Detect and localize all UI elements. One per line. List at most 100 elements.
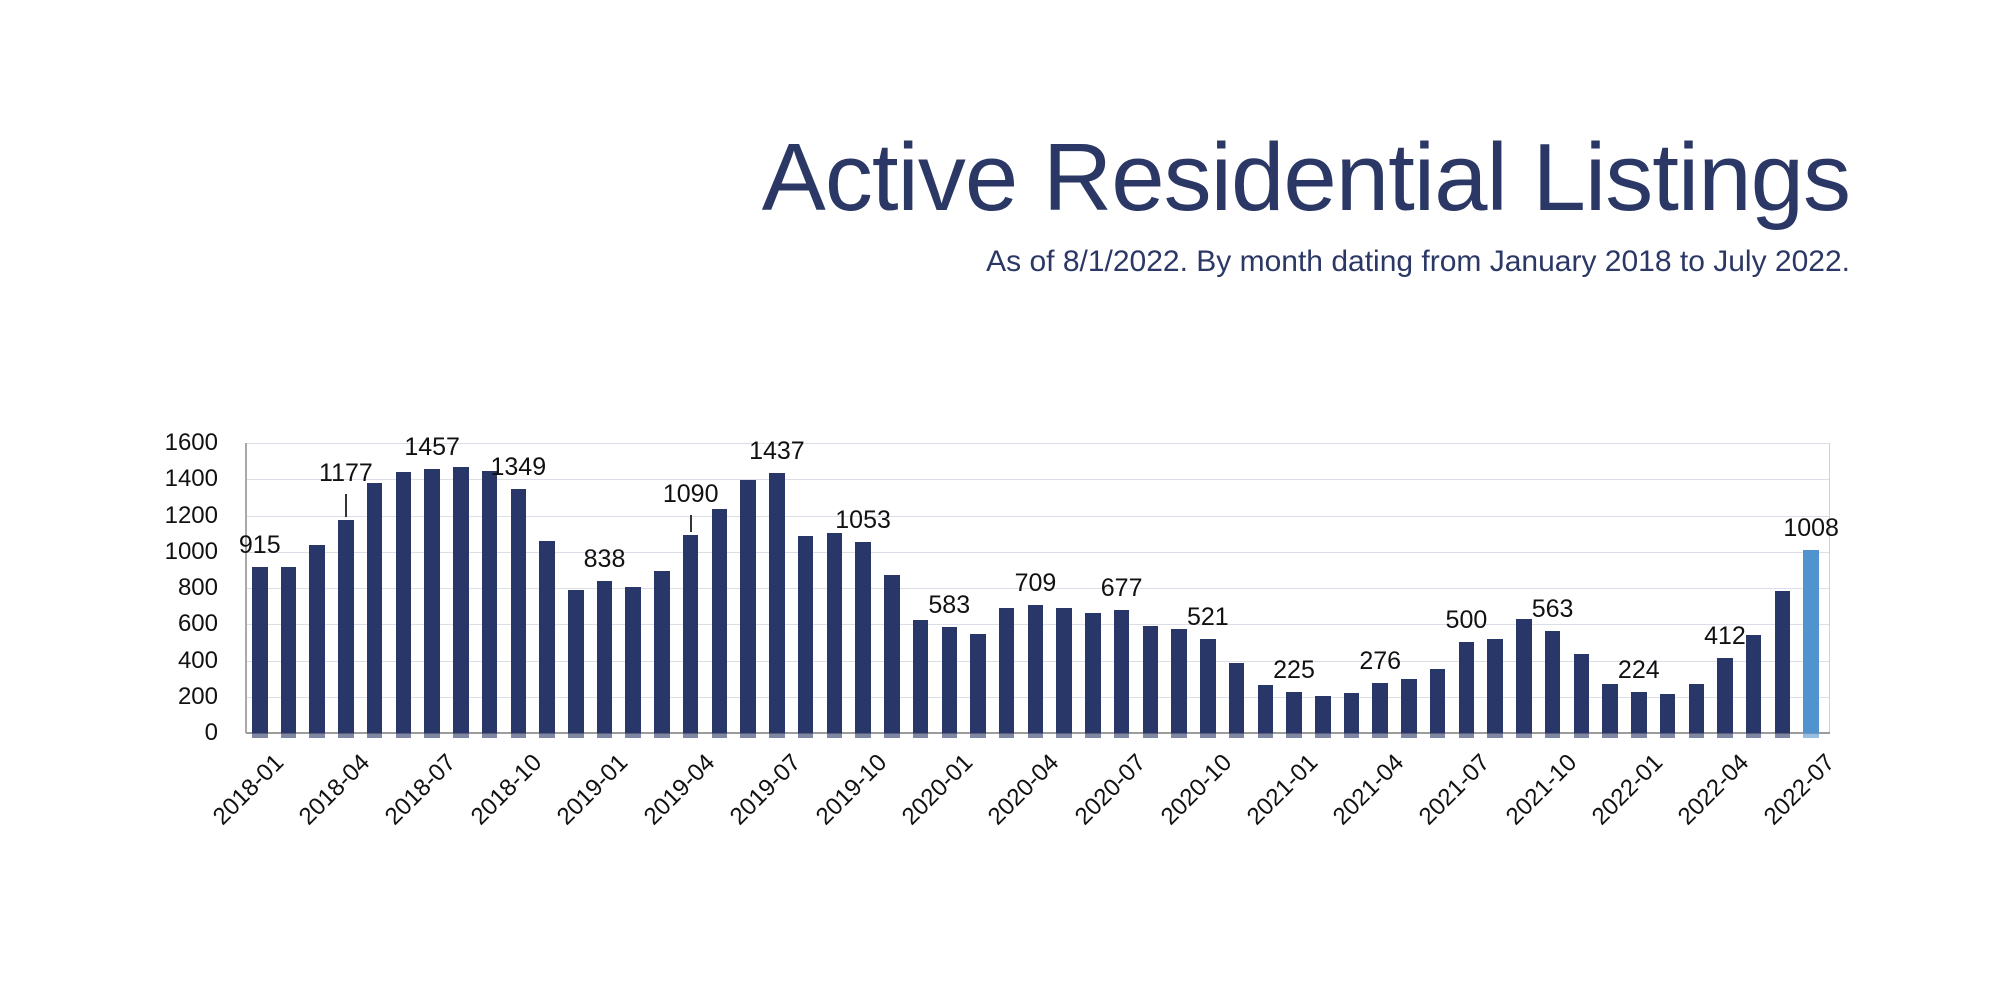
bar-2018-09 <box>481 470 498 738</box>
x-axis-label: 2018-10 <box>466 749 548 831</box>
bar-baseline-stub <box>654 733 670 738</box>
y-axis-label: 600 <box>177 610 218 638</box>
bar-baseline-stub <box>1458 733 1475 738</box>
gridline <box>246 515 1830 517</box>
bar-2021-12 <box>1602 683 1618 738</box>
bar-baseline-stub <box>1429 733 1446 738</box>
plot-border-left <box>245 443 247 733</box>
bar-2022-04 <box>1717 658 1733 738</box>
bar-baseline-stub <box>1372 733 1388 738</box>
bar-2020-05 <box>1056 607 1072 738</box>
bar-value-label: 276 <box>1359 646 1402 675</box>
plot-border-right <box>1829 443 1830 733</box>
bar-2018-12 <box>568 590 584 738</box>
bar-2022-07 <box>1803 550 1819 738</box>
bar-2021-03 <box>1343 692 1360 738</box>
bar-2022-06 <box>1774 590 1791 738</box>
y-axis-label: 1200 <box>164 501 218 529</box>
bar-2021-02 <box>1315 695 1331 738</box>
x-axis-label: 2020-07 <box>1069 749 1151 831</box>
bar-2019-02 <box>625 586 641 738</box>
bar-2018-02 <box>280 566 297 738</box>
page-subtitle: As of 8/1/2022. By month dating from Jan… <box>986 245 1850 278</box>
bar-2020-11 <box>1228 662 1245 738</box>
page-title: Active Residential Listings <box>761 124 1851 231</box>
bar-value-label: 412 <box>1704 622 1746 651</box>
bar-baseline-stub <box>1228 733 1245 738</box>
gridline <box>246 588 1830 589</box>
plot-area: 915 1177 1457 1349 838 1090 1437 1053 583 709 677 5… <box>239 433 1839 738</box>
bar-value-label: 225 <box>1273 656 1315 685</box>
bar-baseline-stub <box>1774 733 1791 738</box>
x-axis-label: 2022-07 <box>1758 749 1841 831</box>
x-axis-label: 2021-07 <box>1414 749 1496 831</box>
bar-2019-09 <box>826 532 843 738</box>
bar-2020-08 <box>1142 626 1159 738</box>
gridline <box>246 443 1830 444</box>
bar-baseline-stub <box>510 733 527 738</box>
bar-baseline-stub <box>1688 733 1704 738</box>
bar-2019-05 <box>711 509 728 738</box>
bar-2019-01 <box>596 581 613 738</box>
bar-baseline-stub <box>1573 733 1590 738</box>
bar-value-label: 838 <box>583 545 626 574</box>
bar-value-label: 563 <box>1531 594 1574 623</box>
bar-baseline-stub <box>884 733 900 738</box>
bar-baseline-stub <box>1200 733 1216 738</box>
bar-baseline-stub <box>711 733 728 738</box>
bar-baseline-stub <box>1803 733 1819 738</box>
bar-value-label: 915 <box>238 531 281 560</box>
bar-2021-04 <box>1372 682 1388 738</box>
bar-baseline-stub <box>998 733 1015 738</box>
bar-baseline-stub <box>1631 733 1647 738</box>
bar-baseline-stub <box>424 733 440 738</box>
bar-2020-09 <box>1171 628 1187 738</box>
bar-2018-11 <box>539 540 555 738</box>
bar-baseline-stub <box>481 733 498 738</box>
x-axis-label: 2021-10 <box>1500 749 1582 831</box>
y-axis-label: 1000 <box>164 537 218 565</box>
x-axis-label: 2020-01 <box>896 749 979 831</box>
bar-2022-03 <box>1688 684 1704 738</box>
x-axis-label: 2019-07 <box>724 749 806 831</box>
bar-2022-02 <box>1659 694 1676 738</box>
bar-baseline-stub <box>1315 733 1331 738</box>
bar-value-label: 1008 <box>1783 514 1839 543</box>
bar-2018-08 <box>453 466 469 738</box>
x-axis-label: 2019-10 <box>810 749 893 831</box>
bar-value-label: 521 <box>1186 602 1229 631</box>
bar-2021-05 <box>1401 679 1417 738</box>
bar-2022-05 <box>1745 634 1762 738</box>
bar-baseline-stub <box>1171 733 1187 738</box>
bar-value-label: 1177 <box>319 458 373 487</box>
bar-2018-03 <box>309 544 325 738</box>
bar-baseline-stub <box>769 733 785 738</box>
bar-value-label: 1437 <box>749 436 805 465</box>
bar-baseline-stub <box>252 733 268 738</box>
bar-baseline-stub <box>568 733 584 738</box>
bar-value-label: 224 <box>1617 656 1660 685</box>
bar-baseline-stub <box>1401 733 1417 738</box>
bar-2018-01 <box>252 567 268 738</box>
bar-2020-01 <box>941 627 958 738</box>
bar-2020-10 <box>1200 638 1216 738</box>
x-axis-label: 2022-01 <box>1586 749 1668 831</box>
bar-baseline-stub <box>539 733 555 738</box>
bar-baseline-stub <box>1257 733 1274 738</box>
bar-baseline-stub <box>625 733 641 738</box>
bar-2020-07 <box>1113 610 1130 738</box>
bar-baseline-stub <box>453 733 469 738</box>
bar-2018-10 <box>510 488 527 738</box>
bar-baseline-stub <box>280 733 297 738</box>
bar-2018-05 <box>366 482 383 738</box>
bar-2018-06 <box>395 472 412 738</box>
bar-baseline-stub <box>1487 733 1503 738</box>
bar-value-label: 500 <box>1445 606 1488 635</box>
x-axis-label: 2018-07 <box>379 749 462 831</box>
bar-2021-01 <box>1286 692 1302 738</box>
y-axis-label: 1600 <box>164 429 218 456</box>
bar-2019-03 <box>654 570 670 738</box>
bar-baseline-stub <box>682 733 699 738</box>
bar-2021-10 <box>1544 630 1561 738</box>
